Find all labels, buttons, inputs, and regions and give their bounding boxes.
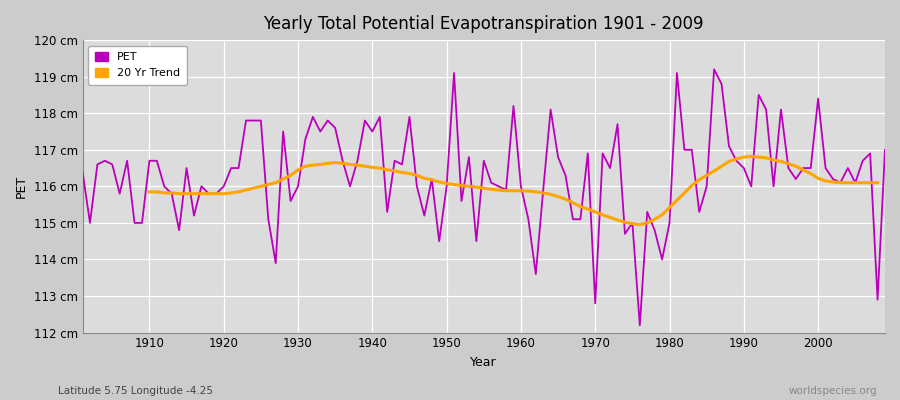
Title: Yearly Total Potential Evapotranspiration 1901 - 2009: Yearly Total Potential Evapotranspiratio…: [264, 15, 704, 33]
Text: Latitude 5.75 Longitude -4.25: Latitude 5.75 Longitude -4.25: [58, 386, 213, 396]
Y-axis label: PET: PET: [15, 175, 28, 198]
Legend: PET, 20 Yr Trend: PET, 20 Yr Trend: [88, 46, 187, 85]
X-axis label: Year: Year: [471, 356, 497, 369]
Text: worldspecies.org: worldspecies.org: [789, 386, 877, 396]
